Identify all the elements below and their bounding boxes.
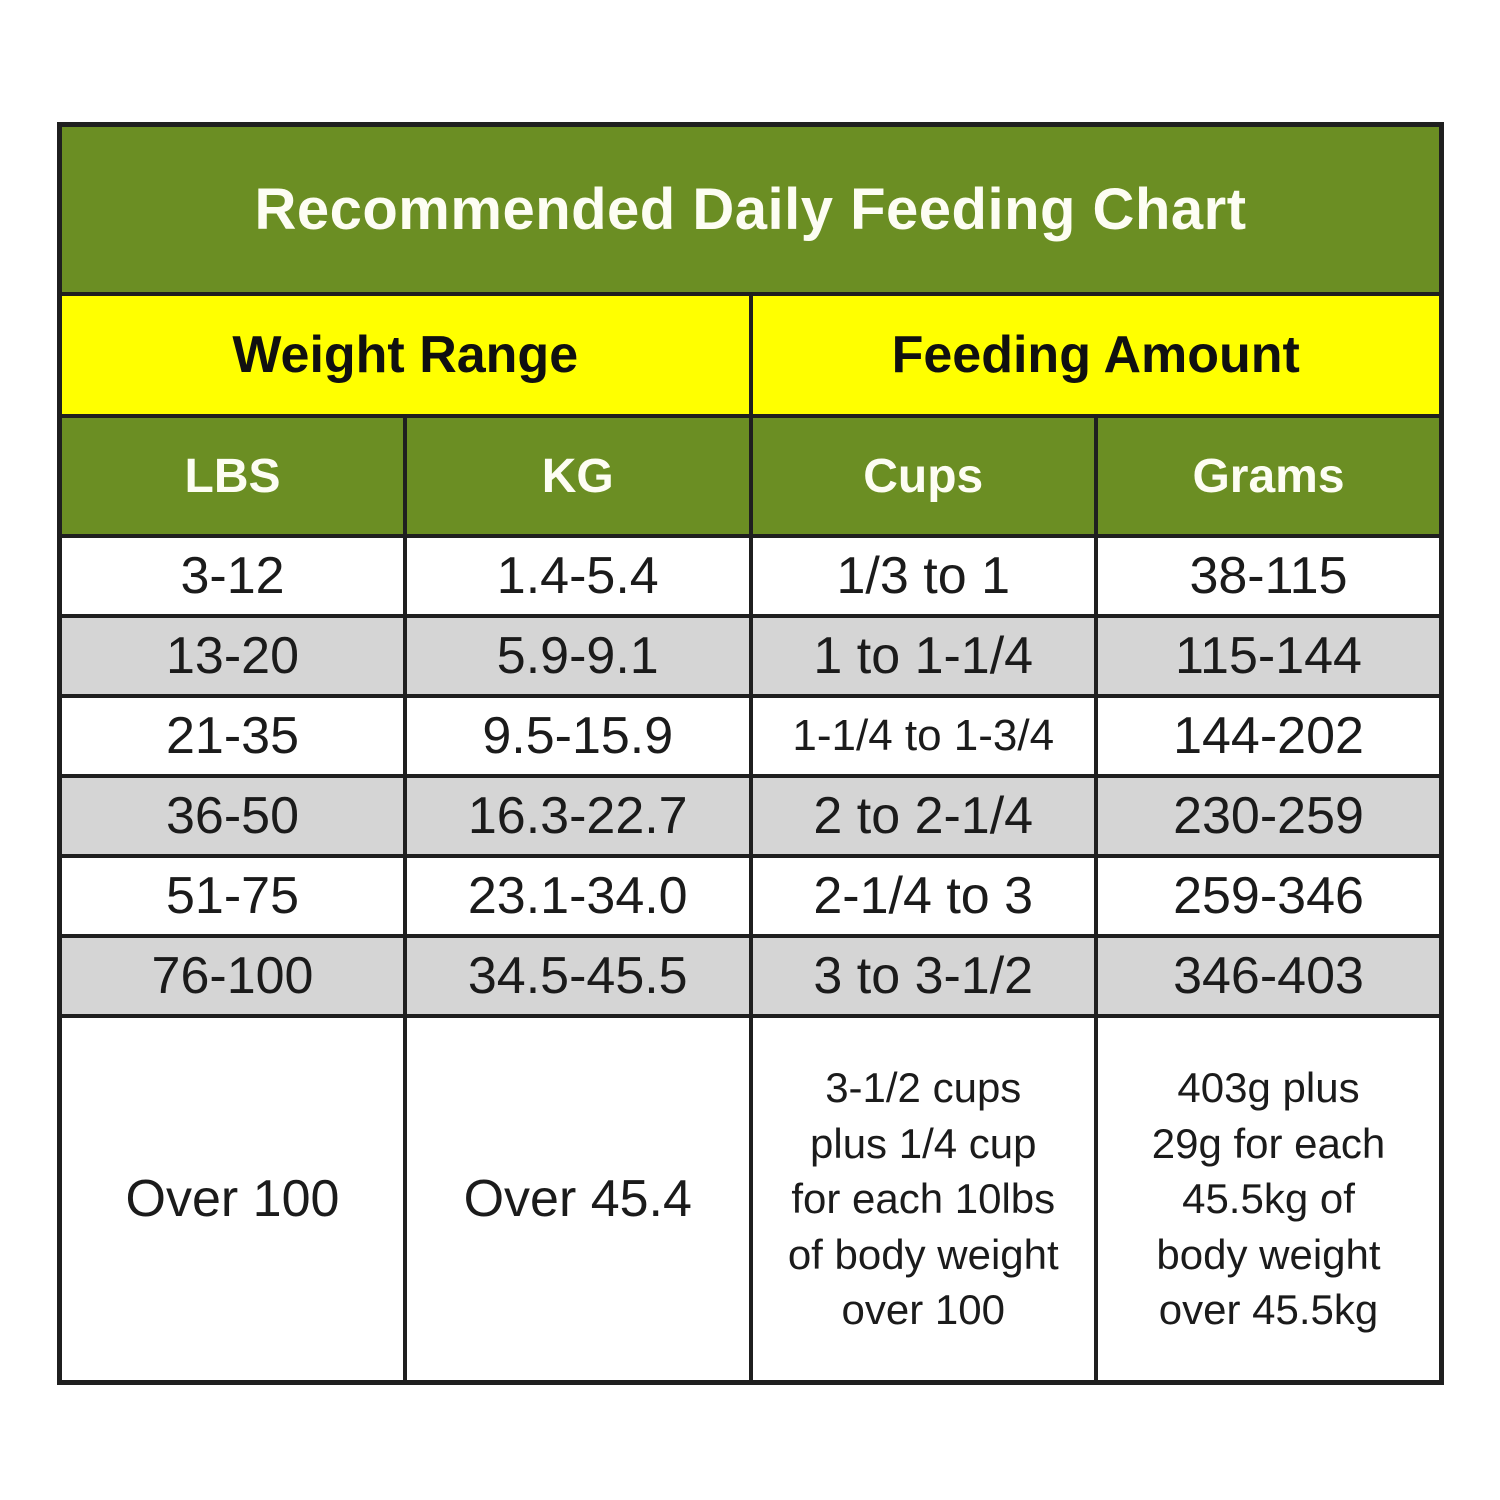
column-group-weight-range: Weight Range <box>57 292 753 418</box>
table-cell: 5.9-9.1 <box>403 614 753 698</box>
table-row: 3-12 1.4-5.4 1/3 to 1 38-115 <box>57 534 1444 618</box>
table-cell: 51-75 <box>57 854 407 938</box>
table-cell: 230-259 <box>1094 774 1444 858</box>
table-cell: 1-1/4 to 1-3/4 <box>748 694 1098 778</box>
table-cell: 2-1/4 to 3 <box>748 854 1098 938</box>
table-cell: Over 45.4 <box>403 1014 753 1385</box>
table-row: 51-75 23.1-34.0 2-1/4 to 3 259-346 <box>57 854 1444 938</box>
column-header-grams: Grams <box>1094 414 1444 538</box>
table-cell: 38-115 <box>1094 534 1444 618</box>
table-cell: 3 to 3-1/2 <box>748 934 1098 1018</box>
table-row: 13-20 5.9-9.1 1 to 1-1/4 115-144 <box>57 614 1444 698</box>
table-body: 3-12 1.4-5.4 1/3 to 1 38-115 13-20 5.9-9.1 1 t… <box>57 534 1444 1385</box>
table-cell: 21-35 <box>57 694 407 778</box>
table-cell: 346-403 <box>1094 934 1444 1018</box>
table-row: Over 100 Over 45.4 3-1/2 cups plus 1/4 cup… <box>57 1014 1444 1385</box>
table-cell: 3-1/2 cups plus 1/4 cup for each 10lbs o… <box>748 1014 1098 1385</box>
table-cell: 1 to 1-1/4 <box>748 614 1098 698</box>
table-cell: 16.3-22.7 <box>403 774 753 858</box>
table-cell: 115-144 <box>1094 614 1444 698</box>
table-title: Recommended Daily Feeding Chart <box>57 122 1444 296</box>
table-cell: 3-12 <box>57 534 407 618</box>
table-cell: 259-346 <box>1094 854 1444 938</box>
table-cell: 76-100 <box>57 934 407 1018</box>
table-row: 36-50 16.3-22.7 2 to 2-1/4 230-259 <box>57 774 1444 858</box>
feeding-chart-table: Recommended Daily Feeding Chart Weight R… <box>57 122 1444 1385</box>
table-cell: 1.4-5.4 <box>403 534 753 618</box>
column-header-row: LBS KG Cups Grams <box>57 414 1444 538</box>
table-cell: 36-50 <box>57 774 407 858</box>
table-cell: 1/3 to 1 <box>748 534 1098 618</box>
column-header-cups: Cups <box>748 414 1098 538</box>
table-cell: Over 100 <box>57 1014 407 1385</box>
table-cell: 13-20 <box>57 614 407 698</box>
table-row: 21-35 9.5-15.9 1-1/4 to 1-3/4 144-202 <box>57 694 1444 778</box>
table-cell: 144-202 <box>1094 694 1444 778</box>
table-cell: 34.5-45.5 <box>403 934 753 1018</box>
table-row: 76-100 34.5-45.5 3 to 3-1/2 346-403 <box>57 934 1444 1018</box>
column-group-feeding-amount: Feeding Amount <box>748 292 1444 418</box>
column-header-lbs: LBS <box>57 414 407 538</box>
table-cell: 403g plus 29g for each 45.5kg of body we… <box>1094 1014 1444 1385</box>
column-group-row: Weight Range Feeding Amount <box>57 292 1444 418</box>
title-row: Recommended Daily Feeding Chart <box>57 122 1444 296</box>
table-cell: 23.1-34.0 <box>403 854 753 938</box>
column-header-kg: KG <box>403 414 753 538</box>
table-cell: 2 to 2-1/4 <box>748 774 1098 858</box>
table-cell: 9.5-15.9 <box>403 694 753 778</box>
